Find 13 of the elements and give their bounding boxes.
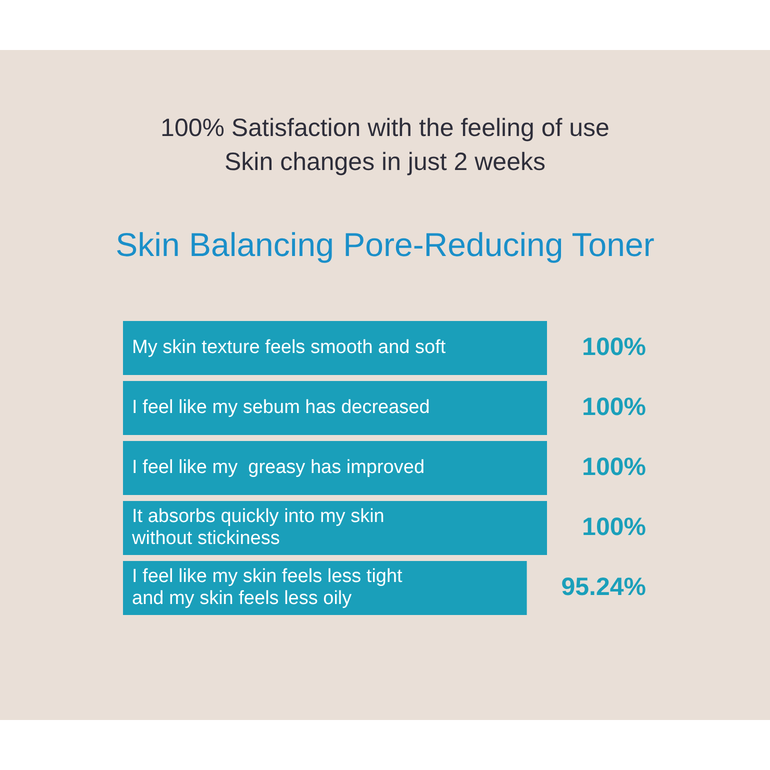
- chart-title: Skin Balancing Pore-Reducing Toner: [114, 226, 656, 264]
- y-tick-label: I feel like my greasy has improved: [132, 457, 425, 478]
- y-tick-label: I feel like my skin feels less tight and my skin feels less oily: [132, 566, 404, 610]
- data-label: 100%: [582, 392, 646, 421]
- data-label: 100%: [582, 512, 646, 541]
- text: 100% Satisfaction with the feeling of use: [160, 114, 610, 143]
- y-tick-label: It absorbs quickly into my skin without stickiness: [131, 506, 384, 550]
- y-tick-label: My skin texture feels smooth and soft: [132, 337, 446, 358]
- data-label: 95.24%: [561, 572, 646, 601]
- data-label: 100%: [582, 452, 646, 481]
- text: Skin changes in just 2 weeks: [223, 148, 546, 177]
- y-tick-label: I feel like my sebum has decreased: [132, 397, 430, 418]
- data-label: 100%: [582, 332, 646, 361]
